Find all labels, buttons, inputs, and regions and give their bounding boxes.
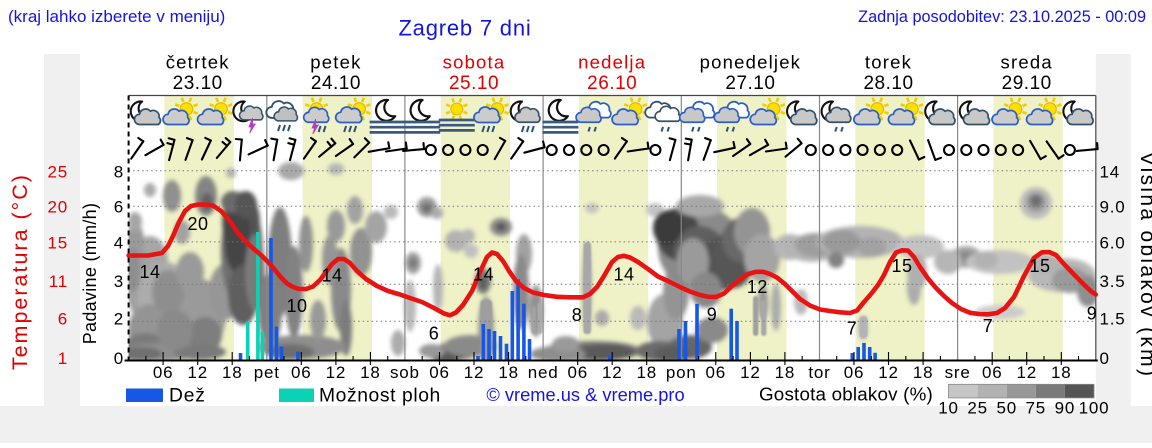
- svg-text:8: 8: [572, 305, 583, 325]
- svg-text:0: 0: [114, 349, 124, 368]
- svg-text:7: 7: [983, 316, 994, 336]
- svg-text:12: 12: [1016, 363, 1037, 382]
- svg-text:četrtek: četrtek: [166, 52, 230, 73]
- svg-text:12: 12: [747, 277, 768, 297]
- svg-text:1.5: 1.5: [1100, 310, 1126, 329]
- svg-text:14: 14: [473, 265, 494, 285]
- svg-text:90: 90: [1055, 399, 1076, 418]
- svg-text:12: 12: [326, 363, 347, 382]
- svg-text:petek: petek: [310, 52, 361, 73]
- svg-text:9: 9: [1087, 304, 1098, 324]
- svg-text:ned: ned: [528, 363, 559, 382]
- svg-text:6: 6: [114, 198, 124, 217]
- svg-text:15: 15: [47, 234, 68, 253]
- svg-text:29.10: 29.10: [1002, 73, 1052, 94]
- svg-text:18: 18: [498, 363, 519, 382]
- svg-text:25: 25: [967, 399, 988, 418]
- svg-text:8: 8: [114, 162, 124, 181]
- svg-text:14: 14: [139, 262, 160, 282]
- svg-text:3: 3: [114, 272, 124, 291]
- svg-text:6: 6: [58, 310, 68, 329]
- svg-text:3.5: 3.5: [1100, 272, 1126, 291]
- svg-text:Padavine (mm/h): Padavine (mm/h): [80, 203, 100, 345]
- svg-text:0: 0: [1100, 349, 1110, 368]
- svg-text:6: 6: [429, 324, 440, 344]
- svg-text:15: 15: [1029, 256, 1050, 276]
- svg-text:18: 18: [775, 363, 796, 382]
- svg-text:23.10: 23.10: [173, 73, 223, 94]
- svg-text:nedelja: nedelja: [578, 52, 646, 73]
- svg-text:12: 12: [602, 363, 623, 382]
- svg-text:12: 12: [740, 363, 761, 382]
- svg-text:sobota: sobota: [443, 52, 506, 73]
- svg-text:(kraj lahko izberete v meniju): (kraj lahko izberete v meniju): [8, 7, 225, 26]
- svg-text:sob: sob: [390, 363, 420, 382]
- svg-text:4: 4: [114, 234, 124, 253]
- svg-text:12: 12: [464, 363, 485, 382]
- svg-text:Gostota oblakov (%): Gostota oblakov (%): [759, 384, 933, 405]
- svg-text:© vreme.us & vreme.pro: © vreme.us & vreme.pro: [486, 384, 684, 405]
- svg-text:12: 12: [187, 363, 208, 382]
- svg-text:100: 100: [1079, 399, 1110, 418]
- svg-text:18: 18: [360, 363, 381, 382]
- svg-text:6.0: 6.0: [1100, 234, 1126, 253]
- svg-text:Dež: Dež: [169, 386, 206, 407]
- svg-text:2: 2: [114, 310, 124, 329]
- svg-text:24.10: 24.10: [311, 73, 361, 94]
- svg-text:25.10: 25.10: [449, 73, 499, 94]
- svg-text:06: 06: [844, 363, 865, 382]
- svg-text:9: 9: [707, 305, 718, 325]
- svg-text:tor: tor: [808, 363, 830, 382]
- svg-text:15: 15: [891, 256, 912, 276]
- svg-text:Možnost ploh: Možnost ploh: [319, 386, 441, 407]
- svg-text:Višina oblakov (km): Višina oblakov (km): [1136, 152, 1152, 379]
- svg-text:25: 25: [47, 162, 68, 181]
- svg-text:pet: pet: [254, 363, 280, 382]
- svg-text:20: 20: [47, 198, 68, 217]
- svg-text:12: 12: [878, 363, 899, 382]
- svg-text:18: 18: [913, 363, 934, 382]
- svg-text:Zagreb 7 dni: Zagreb 7 dni: [398, 16, 531, 41]
- svg-text:pon: pon: [666, 363, 697, 382]
- svg-text:75: 75: [1026, 399, 1047, 418]
- svg-text:10: 10: [286, 296, 307, 316]
- svg-text:14: 14: [613, 265, 634, 285]
- svg-text:06: 06: [706, 363, 727, 382]
- svg-text:Zadnja posodobitev: 23.10.2025: Zadnja posodobitev: 23.10.2025 - 00:09: [858, 8, 1146, 26]
- svg-text:26.10: 26.10: [587, 73, 637, 94]
- svg-text:Temperatura (°C): Temperatura (°C): [8, 173, 32, 370]
- svg-text:18: 18: [222, 363, 243, 382]
- svg-text:06: 06: [982, 363, 1003, 382]
- svg-text:20: 20: [187, 214, 208, 234]
- svg-text:14: 14: [1100, 162, 1121, 181]
- svg-text:27.10: 27.10: [725, 73, 775, 94]
- svg-text:18: 18: [1051, 363, 1072, 382]
- svg-text:18: 18: [636, 363, 657, 382]
- svg-text:7: 7: [847, 319, 858, 339]
- svg-text:28.10: 28.10: [863, 73, 913, 94]
- svg-text:sre: sre: [945, 363, 971, 382]
- svg-text:06: 06: [567, 363, 588, 382]
- svg-text:14: 14: [321, 266, 342, 286]
- svg-text:ponedeljek: ponedeljek: [700, 52, 802, 73]
- svg-text:50: 50: [996, 399, 1017, 418]
- svg-text:10: 10: [938, 399, 959, 418]
- svg-text:torek: torek: [865, 52, 912, 73]
- svg-text:06: 06: [429, 363, 450, 382]
- svg-text:06: 06: [153, 363, 174, 382]
- svg-text:06: 06: [291, 363, 312, 382]
- svg-text:1: 1: [58, 349, 68, 368]
- svg-text:9.0: 9.0: [1100, 198, 1126, 217]
- svg-text:sreda: sreda: [1001, 52, 1053, 73]
- svg-text:11: 11: [49, 272, 68, 291]
